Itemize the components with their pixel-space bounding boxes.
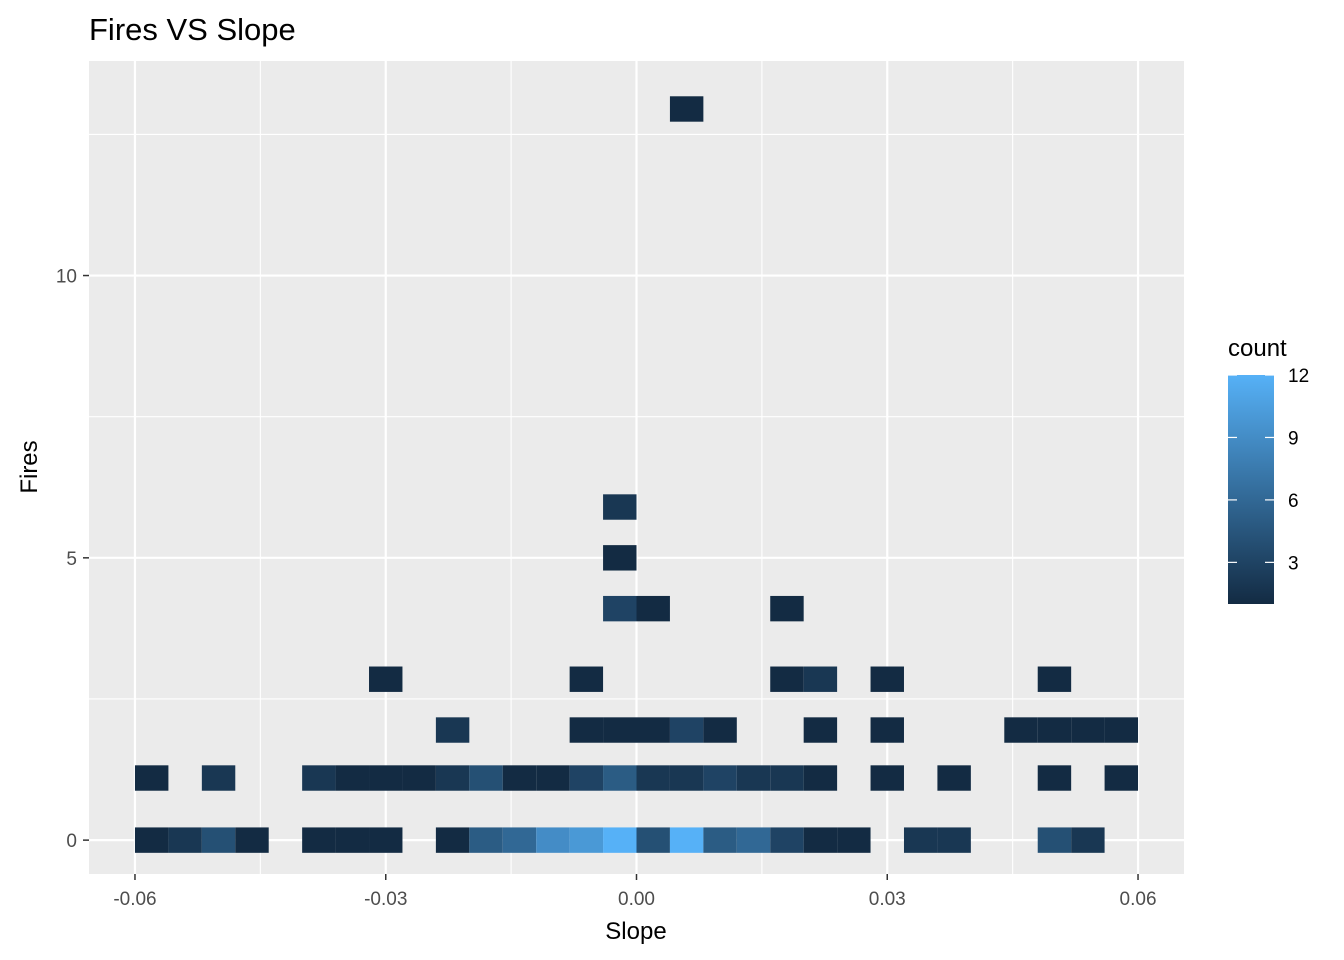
heatmap-bin bbox=[402, 765, 436, 791]
heatmap-bin bbox=[736, 765, 771, 791]
legend-tick-label: 3 bbox=[1288, 553, 1299, 574]
heatmap-bin bbox=[134, 827, 169, 853]
heatmap-bin bbox=[603, 494, 637, 520]
heatmap-bin bbox=[770, 827, 804, 853]
heatmap-bin bbox=[1037, 765, 1072, 791]
heatmap-bin bbox=[803, 765, 838, 791]
heatmap-bin bbox=[870, 666, 904, 692]
heatmap-bin bbox=[536, 827, 570, 853]
heatmap-bin bbox=[369, 765, 403, 791]
x-axis-tick-label: 0.00 bbox=[618, 889, 655, 910]
heatmap-bin bbox=[636, 827, 670, 853]
heatmap-bin bbox=[1104, 765, 1139, 791]
heatmap-bin bbox=[168, 827, 202, 853]
legend: count 3 6 9 12 bbox=[1228, 335, 1309, 604]
legend-ticks: 3 6 9 12 bbox=[1228, 366, 1309, 574]
heatmap-bin bbox=[669, 96, 704, 122]
x-axis-title: Slope bbox=[605, 918, 666, 945]
x-axis-tick-label: 0.03 bbox=[869, 889, 906, 910]
heatmap-bin bbox=[335, 827, 370, 853]
heatmap-bin bbox=[1071, 717, 1105, 743]
heatmap-bin bbox=[1071, 827, 1105, 853]
heatmap-bin bbox=[569, 827, 604, 853]
heatmap-bin bbox=[201, 765, 236, 791]
legend-tick-label: 9 bbox=[1288, 428, 1299, 449]
heatmap-bin bbox=[502, 765, 537, 791]
chart-title: Fires VS Slope bbox=[89, 12, 296, 47]
heatmap-bin bbox=[302, 827, 336, 853]
heatmap-bin bbox=[1104, 717, 1139, 743]
heatmap-bin bbox=[603, 595, 637, 622]
heatmap-bin bbox=[703, 765, 737, 791]
heatmap-bin bbox=[369, 666, 403, 692]
heatmap-bin bbox=[235, 827, 269, 853]
x-axis-tick-label: -0.06 bbox=[113, 889, 156, 910]
heatmap-bin bbox=[903, 827, 938, 853]
y-axis-title: Fires bbox=[16, 440, 43, 493]
heatmap-bin bbox=[669, 765, 704, 791]
heatmap-bin bbox=[870, 765, 904, 791]
heatmap-bin bbox=[302, 765, 336, 791]
heatmap-bin bbox=[669, 717, 704, 743]
x-axis-tick-label: -0.03 bbox=[364, 889, 407, 910]
heatmap-bin bbox=[201, 827, 236, 853]
heatmap-bin bbox=[703, 717, 737, 743]
heatmap-bin bbox=[1004, 717, 1038, 743]
heatmap-bin bbox=[1037, 717, 1072, 743]
heatmap-bin bbox=[1037, 666, 1072, 692]
heatmap-bin bbox=[669, 827, 704, 853]
heatmap-bin bbox=[134, 765, 169, 791]
heatmap-bin bbox=[636, 717, 670, 743]
heatmap-bin bbox=[603, 827, 637, 853]
heatmap-bin bbox=[502, 827, 537, 853]
legend-title: count bbox=[1228, 335, 1287, 362]
heatmap-bin bbox=[636, 765, 670, 791]
heatmap-bin bbox=[1037, 827, 1072, 853]
heatmap-bin bbox=[335, 765, 370, 791]
heatmap-bin bbox=[870, 717, 904, 743]
heatmap-bin bbox=[603, 765, 637, 791]
heatmap-bin bbox=[837, 827, 871, 853]
y-axis-tick-label: 10 bbox=[56, 267, 77, 288]
heatmap-bin bbox=[770, 765, 804, 791]
heatmap-bin bbox=[435, 827, 470, 853]
y-axis: 0 5 10 bbox=[56, 267, 89, 852]
y-axis-tick-label: 5 bbox=[66, 549, 77, 570]
y-axis-tick-label: 0 bbox=[66, 831, 77, 852]
heatmap-bin bbox=[803, 827, 838, 853]
heatmap-bin bbox=[636, 595, 670, 622]
heatmap-bin bbox=[937, 765, 971, 791]
heatmap-bin bbox=[469, 827, 503, 853]
heatmap-bin bbox=[603, 717, 637, 743]
heatmap-bin bbox=[770, 595, 804, 622]
heatmap-bin bbox=[937, 827, 971, 853]
heatmap-bin bbox=[369, 827, 403, 853]
heatmap-bin bbox=[469, 765, 503, 791]
heatmap-bin bbox=[703, 827, 737, 853]
heatmap-bin bbox=[603, 545, 637, 571]
heatmap-bin bbox=[435, 717, 470, 743]
heatmap-bin bbox=[536, 765, 570, 791]
heatmap-bin bbox=[803, 717, 838, 743]
heatmap-bin bbox=[569, 765, 604, 791]
legend-tick-label: 12 bbox=[1288, 366, 1309, 387]
heatmap-bin bbox=[736, 827, 771, 853]
heatmap-bin bbox=[770, 666, 804, 692]
heatmap-bin bbox=[803, 666, 838, 692]
legend-tick-label: 6 bbox=[1288, 491, 1299, 512]
heatmap-bins bbox=[134, 96, 1139, 853]
heatmap-bin bbox=[435, 765, 470, 791]
heatmap-bin bbox=[569, 717, 604, 743]
x-axis: -0.06 -0.03 0.00 0.03 0.06 bbox=[113, 874, 1157, 910]
legend-colorbar bbox=[1228, 375, 1274, 604]
heatmap-bin bbox=[569, 666, 604, 692]
x-axis-tick-label: 0.06 bbox=[1120, 889, 1157, 910]
